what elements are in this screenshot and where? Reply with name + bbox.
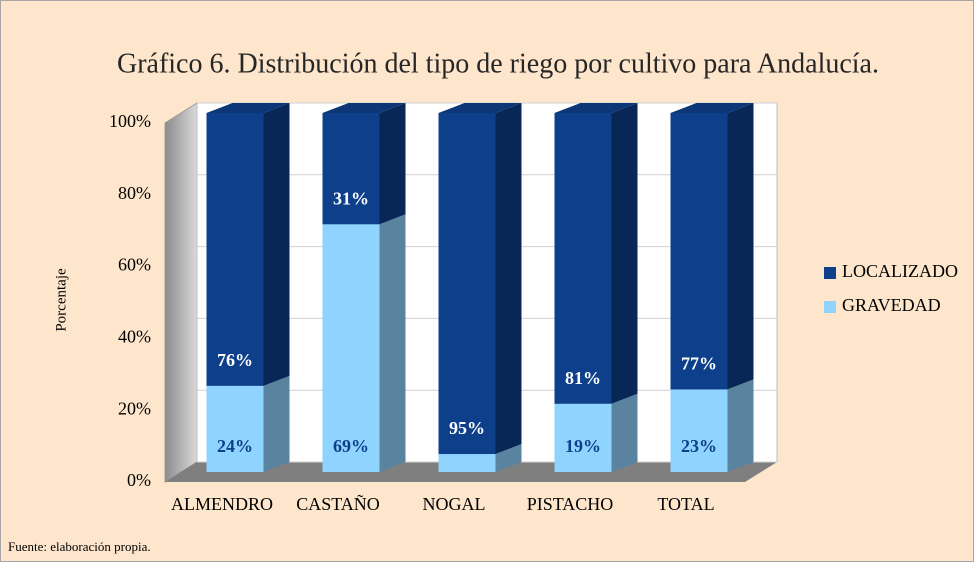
data-label: 95% xyxy=(449,418,485,438)
bar-side xyxy=(611,103,638,404)
data-label: 31% xyxy=(333,188,369,208)
y-tick-label: 100% xyxy=(109,111,151,131)
bar xyxy=(670,379,754,472)
legend-swatch xyxy=(824,267,836,279)
bar xyxy=(206,103,290,386)
bar xyxy=(322,103,406,225)
x-tick-label: CASTAÑO xyxy=(296,493,380,514)
bar xyxy=(438,103,522,455)
bar-top xyxy=(554,103,638,113)
x-tick-label: NOGAL xyxy=(423,494,486,514)
y-axis-label: Porcentaje xyxy=(53,268,69,332)
x-tick-label: TOTAL xyxy=(657,494,714,514)
bar-side xyxy=(495,444,522,472)
y-tick-label: 40% xyxy=(118,327,151,347)
bar-front xyxy=(206,113,264,386)
bar-front xyxy=(554,113,612,404)
data-label: 23% xyxy=(681,436,717,456)
bar-front xyxy=(322,113,380,225)
footnote: Fuente: elaboración propia. xyxy=(8,539,151,554)
bar-top xyxy=(206,103,290,113)
data-label: 69% xyxy=(333,436,369,456)
data-label: 24% xyxy=(217,436,253,456)
bar-side xyxy=(727,103,754,390)
y-tick-label: 20% xyxy=(118,398,151,418)
chart-title: Gráfico 6. Distribución del tipo de rieg… xyxy=(117,48,879,79)
bar-front xyxy=(438,113,496,455)
bar-side xyxy=(379,214,406,473)
data-label: 81% xyxy=(565,368,601,388)
bar-front xyxy=(670,389,728,472)
y-tick-label: 60% xyxy=(118,255,151,275)
bar xyxy=(322,214,406,473)
bar-front xyxy=(206,385,264,472)
bar-front xyxy=(322,224,380,472)
bar-side xyxy=(611,393,638,472)
legend-swatch xyxy=(824,301,836,313)
data-label: 76% xyxy=(217,350,253,370)
bar-front xyxy=(438,454,496,472)
legend-label: GRAVEDAD xyxy=(842,295,941,315)
bar-front xyxy=(670,113,728,390)
x-tick-label: ALMENDRO xyxy=(171,494,273,514)
y-tick-label: 80% xyxy=(118,183,151,203)
bar-side xyxy=(495,103,522,455)
x-tick-label: PISTACHO xyxy=(527,494,614,514)
bar-side xyxy=(727,379,754,472)
bar-top xyxy=(322,103,406,113)
bar-side xyxy=(263,375,290,472)
side-wall xyxy=(164,102,198,483)
bar-top xyxy=(670,103,754,113)
bar-side xyxy=(379,103,406,225)
legend-label: LOCALIZADO xyxy=(842,261,958,281)
y-tick-label: 0% xyxy=(127,470,151,490)
bar-side xyxy=(263,103,290,386)
data-label: 77% xyxy=(681,354,717,374)
bar xyxy=(670,103,754,390)
bar xyxy=(206,375,290,472)
bar xyxy=(554,393,638,472)
bar xyxy=(554,103,638,404)
bar-top xyxy=(438,103,522,113)
bar-front xyxy=(554,403,612,472)
data-label: 19% xyxy=(565,436,601,456)
